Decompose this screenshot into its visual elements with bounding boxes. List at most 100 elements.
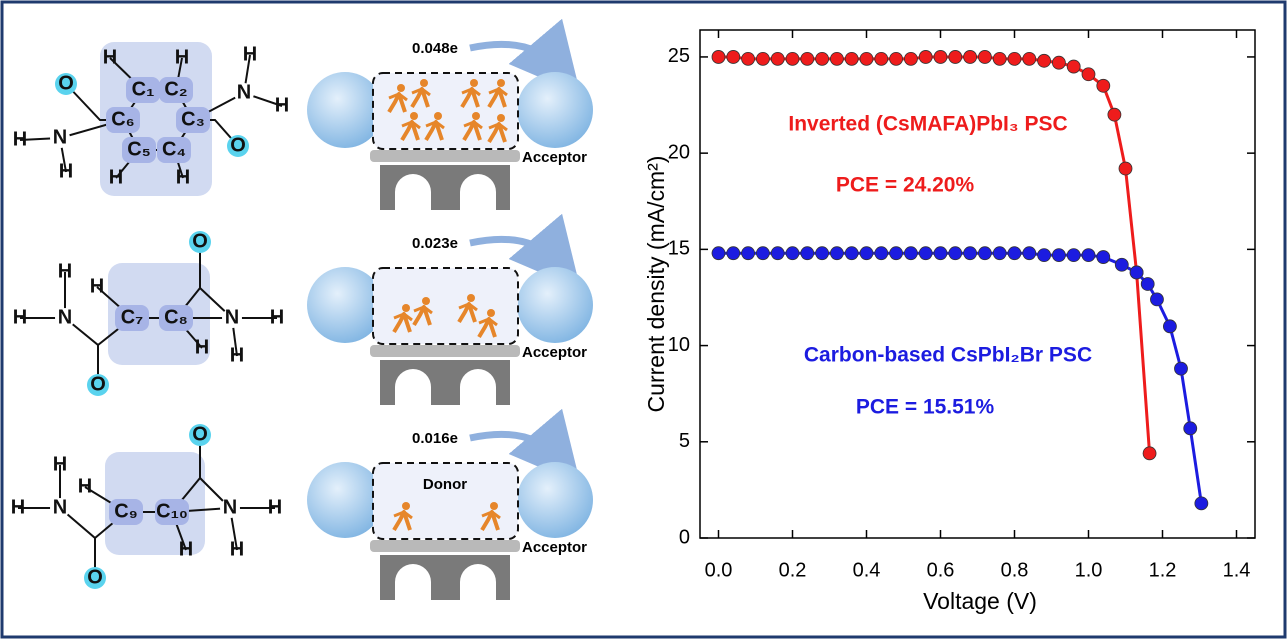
data-point bbox=[889, 51, 903, 66]
atom-highlight bbox=[159, 305, 193, 331]
x-tick-label: 1.2 bbox=[1149, 559, 1177, 581]
x-tick-label: 0.8 bbox=[1001, 559, 1029, 581]
donor-label: Donor bbox=[423, 476, 467, 493]
atom-label: C₉ bbox=[114, 500, 137, 522]
data-point bbox=[1022, 51, 1037, 66]
atom-label: H bbox=[230, 344, 244, 366]
data-point bbox=[933, 246, 948, 261]
person-body bbox=[460, 87, 480, 109]
atom-highlight bbox=[55, 73, 77, 95]
atom-label: C₁ bbox=[132, 78, 155, 100]
atom-bg bbox=[55, 308, 75, 328]
atom-label: H bbox=[243, 43, 257, 65]
data-point bbox=[815, 51, 829, 66]
person-arms bbox=[393, 312, 413, 322]
sphere bbox=[307, 72, 383, 148]
person-body bbox=[392, 312, 412, 334]
x-axis-title: Voltage (V) bbox=[923, 588, 1037, 614]
atom-label: C₇ bbox=[121, 306, 143, 328]
data-point bbox=[800, 51, 815, 66]
data-point bbox=[904, 246, 918, 261]
person-body bbox=[412, 305, 432, 327]
transfer-arrow bbox=[469, 213, 581, 290]
person-arms bbox=[458, 302, 478, 312]
data-point bbox=[1066, 59, 1081, 74]
atom-highlight bbox=[87, 374, 109, 396]
data-point bbox=[963, 50, 977, 64]
data-point bbox=[726, 50, 741, 64]
atom-highlight bbox=[189, 231, 211, 253]
person-head bbox=[410, 112, 418, 120]
data-point bbox=[1118, 161, 1133, 176]
series-line bbox=[718, 251, 1203, 504]
atom-label: H bbox=[176, 166, 190, 188]
data-point bbox=[918, 246, 933, 261]
atom-highlight bbox=[157, 137, 191, 163]
data-point bbox=[1129, 265, 1144, 280]
person-body bbox=[410, 87, 430, 109]
atom-label: N bbox=[53, 496, 67, 518]
x-tick-label: 1.4 bbox=[1223, 559, 1251, 581]
person-body bbox=[387, 92, 407, 114]
data-point bbox=[1163, 319, 1177, 334]
legend-label: Inverted (CsMAFA)PbI₃ PSC bbox=[788, 113, 1067, 136]
ring-highlight bbox=[105, 452, 205, 555]
data-point bbox=[741, 246, 755, 261]
donor-box bbox=[372, 72, 519, 150]
person-head bbox=[497, 79, 505, 87]
acceptor-layer bbox=[370, 345, 520, 357]
x-tick-label: 0.2 bbox=[779, 559, 807, 581]
atom-bg bbox=[222, 308, 242, 328]
atom-label: N bbox=[53, 126, 67, 148]
person-arms bbox=[478, 317, 498, 327]
atom-label: H bbox=[78, 475, 92, 497]
y-tick-label: 10 bbox=[668, 334, 690, 356]
person-arms bbox=[411, 87, 431, 97]
y-tick-label: 0 bbox=[679, 526, 690, 548]
atom-highlight bbox=[84, 567, 106, 589]
donor-box bbox=[372, 462, 519, 540]
atom-label: H bbox=[13, 306, 27, 328]
legend-label: Carbon-based CsPbI₂Br PSC bbox=[804, 344, 1092, 367]
atom-label: C₆ bbox=[111, 108, 135, 130]
atom-label: H bbox=[275, 94, 289, 116]
data-point bbox=[741, 51, 755, 66]
data-point bbox=[1052, 55, 1066, 70]
data-point bbox=[1150, 292, 1164, 307]
person-arms bbox=[401, 120, 421, 130]
data-point bbox=[756, 246, 770, 261]
person-arms bbox=[481, 510, 501, 520]
transfer-arrow bbox=[469, 408, 581, 485]
data-point bbox=[756, 51, 770, 66]
atom-label: C₄ bbox=[162, 138, 186, 160]
data-point bbox=[844, 51, 859, 66]
data-point bbox=[1052, 248, 1066, 263]
person-body bbox=[480, 510, 500, 532]
person-arms bbox=[425, 120, 445, 130]
panels: 0.048e Acceptor 0.023e Acceptor 0.016e Donor A… bbox=[307, 18, 593, 600]
person-head bbox=[472, 112, 480, 120]
data-point bbox=[992, 51, 1007, 66]
data-point bbox=[770, 246, 785, 261]
atom-label: H bbox=[53, 453, 67, 475]
data-point bbox=[1142, 446, 1157, 461]
plot-frame bbox=[699, 29, 1256, 539]
person-head bbox=[467, 294, 475, 302]
person-head bbox=[490, 502, 498, 510]
y-axis-title: Current density (mA/cm²) bbox=[643, 156, 669, 413]
atom-label: O bbox=[192, 230, 208, 252]
data-point bbox=[1096, 78, 1111, 93]
atom-label: O bbox=[230, 134, 246, 156]
data-point bbox=[785, 246, 800, 261]
data-point bbox=[1007, 51, 1022, 66]
atom-label: H bbox=[11, 496, 25, 518]
atom-label: C₅ bbox=[127, 138, 151, 160]
data-point bbox=[1174, 361, 1188, 376]
substrate-holes bbox=[395, 174, 496, 210]
person-body bbox=[424, 120, 444, 142]
atom-label: N bbox=[225, 306, 239, 328]
data-point bbox=[992, 246, 1007, 261]
person-head bbox=[402, 304, 410, 312]
person-head bbox=[470, 79, 478, 87]
